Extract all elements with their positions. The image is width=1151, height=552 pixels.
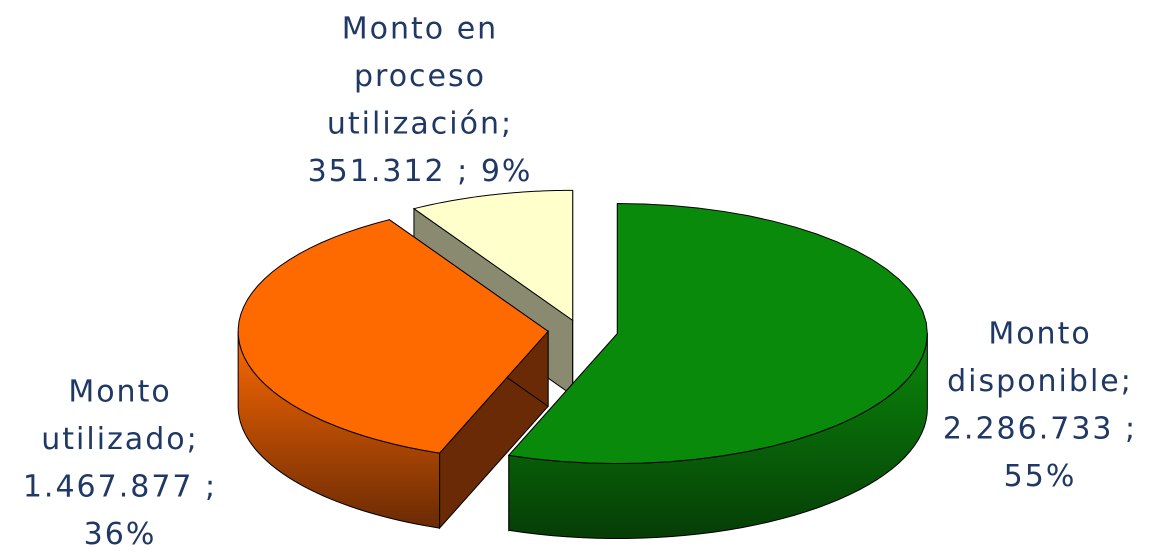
data-label: utilizado; (41, 422, 198, 457)
data-label: Monto en (342, 12, 498, 47)
data-label: proceso (354, 59, 486, 94)
data-label: 36% (84, 517, 157, 552)
slice-top (412, 189, 574, 322)
data-label: 1.467.877 ; (23, 470, 217, 505)
slice-top (507, 203, 928, 465)
data-label: 55% (1004, 459, 1077, 494)
data-label: 351.312 ; 9% (308, 154, 533, 189)
slice (237, 218, 549, 530)
slice (507, 203, 928, 540)
data-label: Monto (68, 375, 171, 410)
data-label: utilización; (327, 107, 513, 142)
slice-top (237, 219, 549, 454)
data-label: 2.286.733 ; (943, 412, 1137, 447)
data-label: Monto (988, 317, 1091, 352)
data-label: disponible; (947, 364, 1133, 399)
